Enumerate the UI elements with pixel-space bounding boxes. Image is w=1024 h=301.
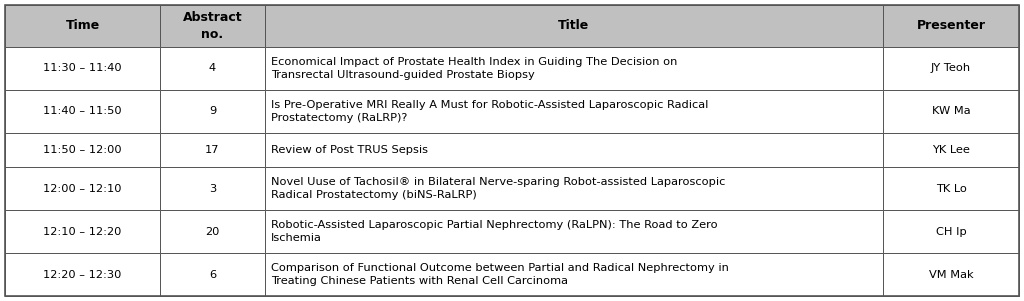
Text: TK Lo: TK Lo (936, 184, 967, 194)
Bar (883, 210, 1019, 253)
Bar (5, 167, 160, 210)
Text: 20: 20 (206, 227, 220, 237)
Bar (265, 90, 883, 132)
Bar (5, 47, 160, 90)
Bar (265, 167, 883, 210)
Bar (160, 47, 265, 90)
Bar (160, 132, 265, 167)
Bar (883, 5, 1019, 47)
Text: Time: Time (66, 20, 99, 33)
Bar (5, 5, 160, 47)
Bar (265, 132, 883, 167)
Text: Economical Impact of Prostate Health Index in Guiding The Decision on
Transrecta: Economical Impact of Prostate Health Ind… (271, 57, 677, 80)
Bar (883, 90, 1019, 132)
Bar (265, 47, 883, 90)
Text: CH Ip: CH Ip (936, 227, 967, 237)
Text: Title: Title (558, 20, 590, 33)
Text: Comparison of Functional Outcome between Partial and Radical Nephrectomy in
Trea: Comparison of Functional Outcome between… (271, 263, 729, 286)
Text: YK Lee: YK Lee (932, 145, 970, 155)
Bar (5, 210, 160, 253)
Bar (883, 253, 1019, 296)
Text: VM Mak: VM Mak (929, 270, 974, 280)
Bar (265, 5, 883, 47)
Text: 3: 3 (209, 184, 216, 194)
Bar (265, 253, 883, 296)
Text: 11:30 – 11:40: 11:30 – 11:40 (43, 63, 122, 73)
Bar (160, 90, 265, 132)
Text: KW Ma: KW Ma (932, 106, 971, 116)
Text: JY Teoh: JY Teoh (931, 63, 971, 73)
Bar (265, 210, 883, 253)
Text: Presenter: Presenter (916, 20, 985, 33)
Bar (160, 5, 265, 47)
Bar (883, 167, 1019, 210)
Text: 12:20 – 12:30: 12:20 – 12:30 (43, 270, 122, 280)
Bar (160, 210, 265, 253)
Text: 4: 4 (209, 63, 216, 73)
Bar (5, 253, 160, 296)
Text: 11:40 – 11:50: 11:40 – 11:50 (43, 106, 122, 116)
Bar (883, 47, 1019, 90)
Bar (5, 132, 160, 167)
Text: 12:00 – 12:10: 12:00 – 12:10 (43, 184, 122, 194)
Text: Abstract
no.: Abstract no. (182, 11, 243, 41)
Text: 17: 17 (205, 145, 220, 155)
Text: Novel Uuse of Tachosil® in Bilateral Nerve-sparing Robot-assisted Laparoscopic
R: Novel Uuse of Tachosil® in Bilateral Ner… (271, 178, 725, 200)
Text: Is Pre-Operative MRI Really A Must for Robotic-Assisted Laparoscopic Radical
Pro: Is Pre-Operative MRI Really A Must for R… (271, 100, 709, 123)
Text: 12:10 – 12:20: 12:10 – 12:20 (43, 227, 122, 237)
Bar (160, 253, 265, 296)
Bar (160, 167, 265, 210)
Text: Robotic-Assisted Laparoscopic Partial Nephrectomy (RaLPN): The Road to Zero
Isch: Robotic-Assisted Laparoscopic Partial Ne… (271, 220, 718, 243)
Text: 9: 9 (209, 106, 216, 116)
Text: 6: 6 (209, 270, 216, 280)
Bar (883, 132, 1019, 167)
Text: 11:50 – 12:00: 11:50 – 12:00 (43, 145, 122, 155)
Text: Review of Post TRUS Sepsis: Review of Post TRUS Sepsis (271, 145, 428, 155)
Bar (5, 90, 160, 132)
